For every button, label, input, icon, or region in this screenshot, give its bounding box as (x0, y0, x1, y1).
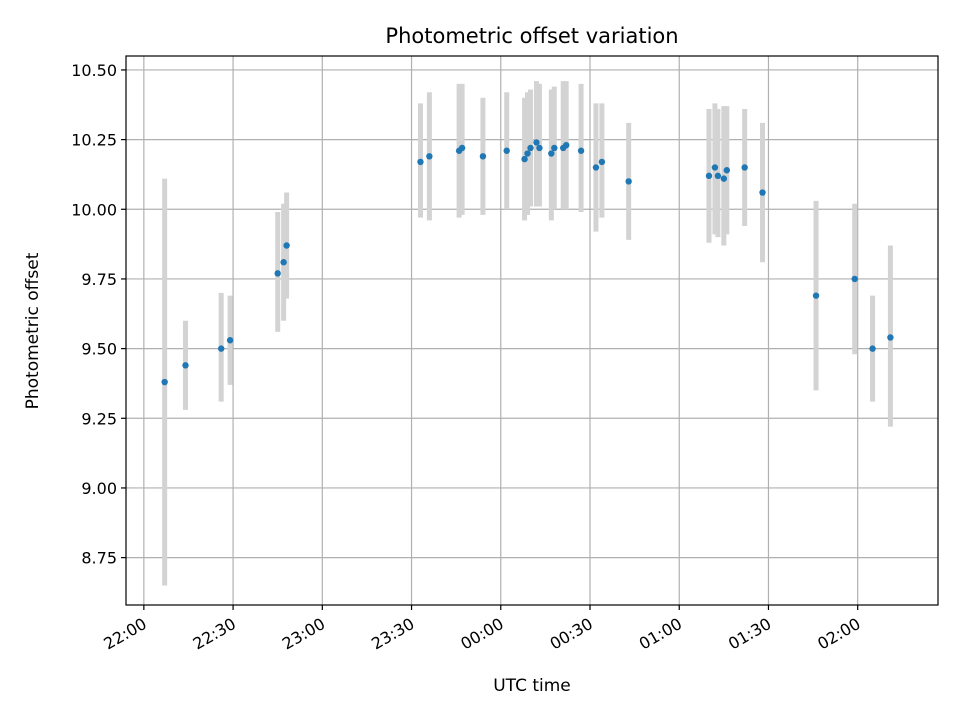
data-point (280, 259, 287, 266)
y-tick-label: 9.25 (81, 409, 117, 428)
data-point (759, 189, 766, 196)
data-point (711, 164, 719, 171)
data-point (417, 158, 424, 166)
data-point (598, 158, 606, 166)
x-axis-title: UTC time (493, 676, 571, 696)
y-tick-label: 10.50 (71, 61, 117, 80)
data-point (625, 178, 632, 185)
data-point (479, 153, 487, 160)
data-point (851, 275, 858, 283)
point-layer (161, 139, 894, 386)
y-tick-label: 10.00 (71, 200, 117, 219)
y-tick-label: 9.00 (81, 479, 117, 498)
y-tick-label: 8.75 (81, 549, 117, 568)
data-point (869, 345, 876, 352)
data-point (741, 164, 748, 171)
data-point (592, 164, 600, 171)
chart-title: Photometric offset variation (385, 24, 678, 48)
y-tick-label: 10.25 (71, 131, 117, 150)
y-tick-label: 9.50 (81, 340, 117, 359)
data-point (426, 153, 433, 160)
y-tick-label: 9.75 (81, 270, 117, 289)
y-axis-title: Photometric offset (23, 252, 43, 409)
data-point (548, 150, 555, 157)
data-point (217, 345, 225, 352)
data-point (524, 150, 531, 157)
data-point (274, 270, 281, 277)
data-point (714, 172, 722, 180)
data-point (705, 172, 713, 180)
data-point (577, 147, 585, 154)
data-point (161, 378, 168, 386)
data-point (723, 167, 731, 174)
grid-layer (126, 56, 938, 605)
data-point (283, 242, 290, 249)
data-point (527, 144, 534, 152)
data-point (458, 144, 466, 152)
data-point (503, 147, 510, 154)
data-point (551, 144, 558, 152)
data-point (226, 337, 234, 344)
plot-frame (125, 55, 939, 606)
data-point (536, 144, 543, 152)
data-point (887, 334, 894, 341)
data-point (812, 292, 820, 299)
data-point (720, 175, 728, 182)
data-point (563, 141, 570, 149)
data-point (182, 362, 189, 369)
data-point (533, 139, 540, 146)
data-point (521, 155, 528, 163)
